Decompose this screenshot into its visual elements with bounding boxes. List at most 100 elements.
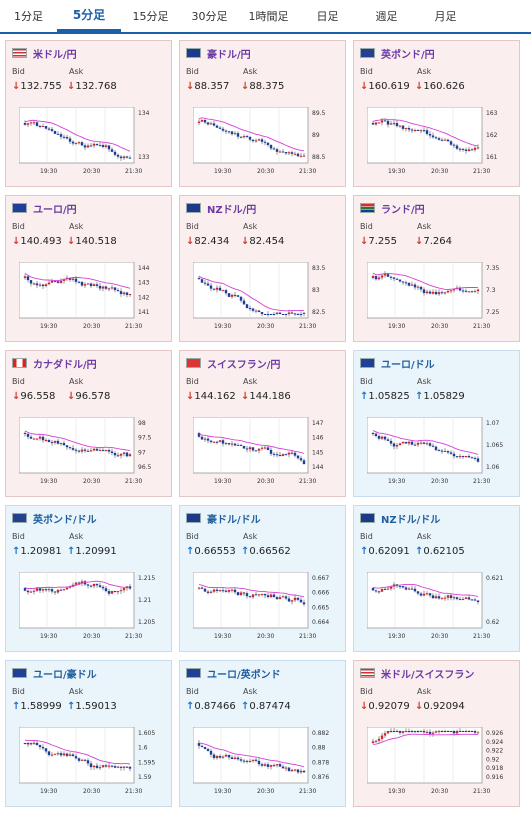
pair-name[interactable]: NZドル/ドル xyxy=(381,514,441,526)
pair-title[interactable]: ユーロ/豪ドル xyxy=(12,666,97,681)
candle xyxy=(473,457,477,459)
candle xyxy=(473,599,477,601)
price-chart[interactable]: 1.215 1.21 1.205 19:30 20:30 21:30 xyxy=(19,572,166,640)
candle xyxy=(437,731,441,732)
tab-8[interactable]: 月足 xyxy=(434,10,457,23)
price-chart[interactable]: 0.667 0.666 0.665 0.664 19:30 20:30 21:30 xyxy=(193,572,340,640)
pair-title[interactable]: 米ドル/スイスフラン xyxy=(360,666,475,681)
price-chart[interactable]: 134 133 19:30 20:30 21:30 xyxy=(19,107,166,175)
pair-name[interactable]: ランド/円 xyxy=(381,204,425,216)
pair-title[interactable]: 米ドル/円 xyxy=(12,46,77,61)
pair-title[interactable]: 豪ドル/ドル xyxy=(186,511,261,526)
pair-name[interactable]: 豪ドル/ドル xyxy=(207,514,261,526)
x-tick-label: 19:30 xyxy=(388,323,405,330)
candle xyxy=(47,440,51,443)
pair-name[interactable]: 英ポンド/ドル xyxy=(33,514,97,526)
rate-card[interactable]: ランド/円 Bid Ask ↓7.255 ↓7.264 7.35 7.3 7.25 1… xyxy=(353,195,520,342)
tab-5[interactable]: 1時間足 xyxy=(248,10,289,23)
rate-card[interactable]: 英ポンド/円 Bid Ask ↓160.619 ↓160.626 163 162 1… xyxy=(353,40,520,187)
pair-title[interactable]: カナダドル/円 xyxy=(12,356,97,371)
candle xyxy=(281,454,285,457)
rate-card[interactable]: カナダドル/円 Bid Ask ↓96.558 ↓96.578 98 97.5 97… xyxy=(5,350,172,497)
candle xyxy=(431,291,435,294)
up-arrow-icon: ↑ xyxy=(241,701,250,712)
pair-name[interactable]: 英ポンド/円 xyxy=(381,49,435,61)
candle xyxy=(404,441,408,444)
candle xyxy=(233,133,237,135)
pair-name[interactable]: カナダドル/円 xyxy=(33,359,97,371)
rate-card[interactable]: 英ポンド/ドル Bid Ask ↑1.20981 ↑1.20991 1.215 1… xyxy=(5,505,172,652)
eu-flag-icon xyxy=(12,203,27,213)
pair-title[interactable]: ユーロ/円 xyxy=(12,201,77,216)
price-chart[interactable]: 98 97.5 97 96.5 19:30 20:30 21:30 xyxy=(19,417,166,485)
rate-card[interactable]: NZドル/円 Bid Ask ↓82.434 ↓82.454 83.5 83 82.… xyxy=(179,195,346,342)
timeframe-tabs: 1分足 5分足 15分足 30分足 1時間足 日足 週足 月足 xyxy=(0,0,531,34)
pair-name[interactable]: ユーロ/英ポンド xyxy=(207,669,281,681)
tab-2[interactable]: 5分足 xyxy=(57,0,121,32)
tab-7[interactable]: 週足 xyxy=(375,10,398,23)
pair-name[interactable]: ユーロ/ドル xyxy=(381,359,435,371)
candle xyxy=(470,599,474,601)
rate-card[interactable]: 豪ドル/ドル Bid Ask ↑0.66553 ↑0.66562 0.667 0.… xyxy=(179,505,346,652)
pair-title[interactable]: ユーロ/英ポンド xyxy=(186,666,281,681)
rate-card[interactable]: ユーロ/円 Bid Ask ↓140.493 ↓140.518 144 143 14… xyxy=(5,195,172,342)
candle xyxy=(125,292,129,295)
rate-card[interactable]: 豪ドル/円 Bid Ask ↓88.357 ↓88.375 89.5 89 88.5… xyxy=(179,40,346,187)
au-us-flag-icon xyxy=(186,513,201,523)
pair-name[interactable]: ユーロ/円 xyxy=(33,204,77,216)
price-chart[interactable]: 1.07 1.065 1.06 19:30 20:30 21:30 xyxy=(367,417,514,485)
tab-1[interactable]: 1分足 xyxy=(14,10,43,23)
price-chart[interactable]: 0.882 0.88 0.878 0.876 19:30 20:30 21:30 xyxy=(193,727,340,795)
candle xyxy=(116,154,120,157)
rate-card[interactable]: ユーロ/英ポンド Bid Ask ↑0.87466 ↑0.87474 0.882… xyxy=(179,660,346,807)
candle xyxy=(407,731,411,732)
rate-card[interactable]: ユーロ/ドル Bid Ask ↑1.05825 ↑1.05829 1.07 1.0… xyxy=(353,350,520,497)
pair-name[interactable]: ユーロ/豪ドル xyxy=(33,669,97,681)
price-chart[interactable]: 147 146 145 144 19:30 20:30 21:30 xyxy=(193,417,340,485)
candle xyxy=(278,151,282,153)
pair-title[interactable]: 英ポンド/ドル xyxy=(12,511,97,526)
tab-6[interactable]: 日足 xyxy=(316,10,339,23)
candle xyxy=(221,440,225,444)
candle xyxy=(248,136,252,140)
price-chart[interactable]: 7.35 7.3 7.25 19:30 20:30 21:30 xyxy=(367,262,514,330)
price-chart[interactable]: 83.5 83 82.5 19:30 20:30 21:30 xyxy=(193,262,340,330)
price-chart[interactable]: 1.605 1.6 1.595 1.59 19:30 20:30 21:30 xyxy=(19,727,166,795)
pair-title[interactable]: 豪ドル/円 xyxy=(186,46,251,61)
pair-name[interactable]: 米ドル/スイスフラン xyxy=(381,669,475,681)
price-chart[interactable]: 144 143 142 141 19:30 20:30 21:30 xyxy=(19,262,166,330)
candle xyxy=(197,743,201,746)
tab-4[interactable]: 30分足 xyxy=(191,10,228,23)
rate-card[interactable]: 米ドル/スイスフラン Bid Ask ↓0.92079 ↓0.92094 0.9… xyxy=(353,660,520,807)
y-tick-label: 1.605 xyxy=(138,730,155,737)
rate-card[interactable]: スイスフラン/円 Bid Ask ↓144.162 ↓144.186 147 14… xyxy=(179,350,346,497)
candle xyxy=(128,454,132,457)
pair-name[interactable]: 豪ドル/円 xyxy=(207,49,251,61)
y-tick-label: 0.924 xyxy=(486,739,503,746)
price-chart[interactable]: 163 162 161 19:30 20:30 21:30 xyxy=(367,107,514,175)
pair-name[interactable]: 米ドル/円 xyxy=(33,49,77,61)
pair-name[interactable]: NZドル/円 xyxy=(207,204,257,216)
rate-card[interactable]: ユーロ/豪ドル Bid Ask ↑1.58999 ↑1.59013 1.605 1… xyxy=(5,660,172,807)
candle xyxy=(59,753,63,756)
pair-title[interactable]: NZドル/ドル xyxy=(360,511,441,526)
price-chart[interactable]: 0.621 0.62 19:30 20:30 21:30 xyxy=(367,572,514,640)
price-chart[interactable]: 89.5 89 88.5 19:30 20:30 21:30 xyxy=(193,107,340,175)
candle xyxy=(32,590,36,592)
pair-title[interactable]: ランド/円 xyxy=(360,201,425,216)
candle xyxy=(113,766,117,768)
candle xyxy=(458,456,462,458)
candle xyxy=(401,441,405,444)
pair-title[interactable]: スイスフラン/円 xyxy=(186,356,281,371)
candle xyxy=(281,314,285,315)
rate-card[interactable]: 米ドル/円 Bid Ask ↓132.755 ↓132.768 134 133 19… xyxy=(5,40,172,187)
pair-title[interactable]: NZドル/円 xyxy=(186,201,257,216)
tab-3[interactable]: 15分足 xyxy=(132,10,169,23)
pair-title[interactable]: 英ポンド/円 xyxy=(360,46,435,61)
pair-name[interactable]: スイスフラン/円 xyxy=(207,359,281,371)
rate-card[interactable]: NZドル/ドル Bid Ask ↑0.62091 ↑0.62105 0.621 0… xyxy=(353,505,520,652)
pair-title[interactable]: ユーロ/ドル xyxy=(360,356,435,371)
candle xyxy=(59,589,63,591)
down-arrow-icon: ↓ xyxy=(186,391,195,402)
